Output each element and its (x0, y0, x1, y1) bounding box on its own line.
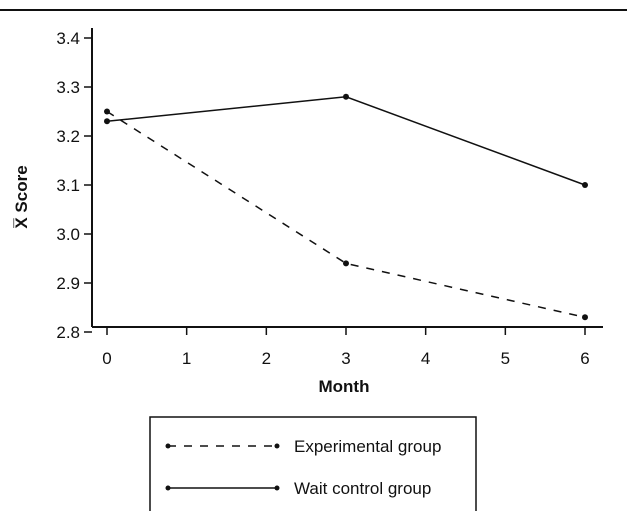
legend: Experimental group Wait control group (149, 416, 477, 511)
x-tick-label: 6 (580, 349, 589, 368)
x-tick-label: 0 (102, 349, 111, 368)
data-point-wait-control (104, 118, 110, 125)
y-tick-label: 3.2 (56, 127, 80, 146)
x-tick-label: 3 (341, 349, 350, 368)
series-line-wait-control (106, 96, 586, 186)
y-tick-label: 3.1 (56, 176, 80, 195)
legend-item-wait-control: Wait control group (165, 479, 431, 498)
x-tick-label: 1 (182, 349, 191, 368)
data-point-wait-control (343, 93, 349, 100)
legend-label-experimental: Experimental group (294, 437, 441, 456)
data-point-experimental (343, 260, 349, 267)
x-tick-label: 4 (421, 349, 430, 368)
data-point-experimental (104, 108, 110, 115)
legend-marker-experimental-start (165, 443, 171, 449)
x-axis-title: Month (319, 377, 370, 396)
legend-item-experimental: Experimental group (165, 437, 441, 456)
legend-marker-wait-control-start (165, 485, 171, 491)
x-tick-label: 2 (262, 349, 271, 368)
x-tick-label: 5 (501, 349, 510, 368)
plot-area: 2.8 2.9 3.0 3.1 3.2 3.3 3.4 0 1 2 3 4 5 6 (56, 28, 603, 368)
data-point-wait-control (582, 182, 588, 188)
legend-box (149, 416, 477, 511)
data-point-experimental (582, 314, 588, 321)
legend-label-wait-control: Wait control group (294, 479, 431, 498)
y-axis-title: X̅ Score (12, 165, 31, 228)
y-tick-label: 3.4 (56, 29, 80, 48)
legend-marker-experimental-end (274, 443, 280, 449)
series-line-experimental (106, 110, 586, 319)
y-tick-label: 3.0 (56, 225, 80, 244)
y-tick-label: 3.3 (56, 78, 80, 97)
x-axis-ticks: 0 1 2 3 4 5 6 (102, 327, 590, 368)
y-tick-label: 2.8 (56, 323, 80, 342)
legend-marker-wait-control-end (274, 485, 280, 491)
series-layer (104, 93, 588, 321)
y-axis-ticks: 2.8 2.9 3.0 3.1 3.2 3.3 3.4 (56, 29, 92, 342)
y-tick-label: 2.9 (56, 274, 80, 293)
